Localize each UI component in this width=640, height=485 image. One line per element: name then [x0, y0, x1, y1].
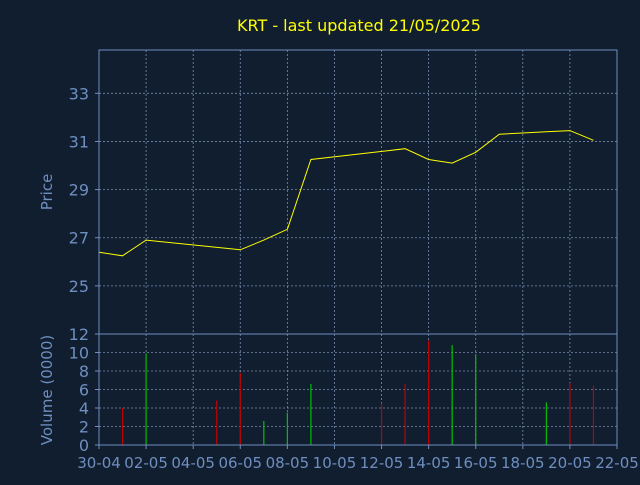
x-tick-label: 06-05: [218, 454, 262, 472]
volume-tick-label: 0: [79, 436, 89, 455]
price-tick-label: 27: [69, 229, 89, 248]
volume-tick-label: 2: [79, 418, 89, 437]
price-line: [98, 130, 594, 257]
price-tick-label: 33: [69, 84, 89, 103]
x-tick-label: 12-05: [360, 454, 404, 472]
volume-axis-label: Volume (0000): [38, 335, 56, 445]
x-tick-label: 10-05: [313, 454, 357, 472]
x-tick-label: 22-05: [595, 454, 639, 472]
x-tick-label: 08-05: [266, 454, 310, 472]
volume-bars: [121, 340, 595, 445]
x-tick-label: 18-05: [501, 454, 545, 472]
x-tick-label: 14-05: [407, 454, 451, 472]
volume-grid: [98, 334, 617, 445]
volume-tick-label: 12: [69, 325, 89, 344]
x-tick-label: 30-04: [77, 454, 121, 472]
price-axis-label: Price: [38, 174, 56, 211]
x-tick-label: 16-05: [454, 454, 498, 472]
x-tick-label: 02-05: [124, 454, 168, 472]
volume-tick-label: 6: [79, 381, 89, 400]
price-tick-label: 29: [69, 181, 89, 200]
volume-tick-label: 10: [69, 344, 89, 363]
chart-title: KRT - last updated 21/05/2025: [237, 16, 481, 35]
price-series: [98, 130, 594, 257]
price-tick-label: 25: [69, 277, 89, 296]
price-tick-labels: 25 27 29 31 33: [69, 84, 99, 296]
x-tick-labels: 30-04 02-05 04-05 06-05 08-05 10-05 12-05 14-05…: [77, 445, 639, 472]
axes: [98, 49, 618, 446]
price-grid: [98, 50, 617, 334]
price-tick-label: 31: [69, 132, 89, 151]
x-tick-label: 20-05: [548, 454, 592, 472]
volume-tick-label: 8: [79, 362, 89, 381]
price-plot-frame: [98, 49, 618, 335]
volume-tick-label: 4: [79, 399, 89, 418]
x-tick-label: 04-05: [171, 454, 215, 472]
